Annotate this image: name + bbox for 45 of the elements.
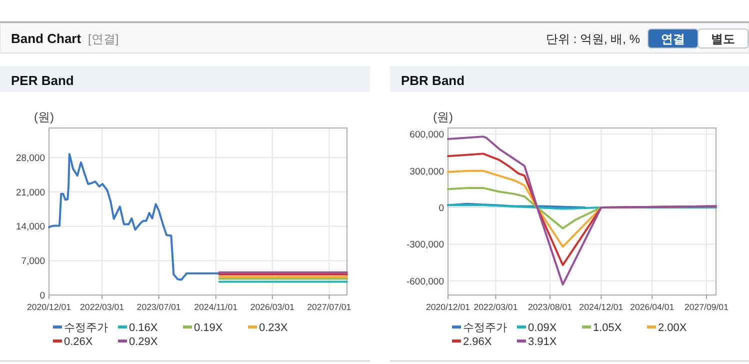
line-series xyxy=(48,153,220,281)
text: 단위 : 억원, 배, % xyxy=(546,32,640,46)
chart-title: PER Band xyxy=(11,73,74,88)
legend-label: 2.00X xyxy=(658,322,688,334)
text: Band Chart xyxy=(11,31,82,46)
x-tick-label: 2024/12/01 xyxy=(579,302,624,312)
line-series xyxy=(447,136,717,286)
x-tick-label: 2024/11/01 xyxy=(194,302,238,312)
x-tick-label: 2027/07/01 xyxy=(307,302,352,312)
y-axis-title: (원) xyxy=(433,110,453,124)
legend-label: 0.23X xyxy=(259,322,288,334)
legend-label: 0.19X xyxy=(194,322,224,334)
x-tick-label: 2022/03/01 xyxy=(474,302,518,312)
x-tick-label: 2027/09/01 xyxy=(684,302,729,312)
y-tick-label: 28,000 xyxy=(16,152,45,164)
y-tick-label: 14,000 xyxy=(16,222,45,233)
legend-label: 0.09X xyxy=(528,322,558,334)
x-tick-label: 2023/07/01 xyxy=(136,302,181,312)
legend-label: 0.26X xyxy=(64,336,94,348)
y-tick-label: 21,000 xyxy=(16,187,45,198)
y-tick-label: 600,000 xyxy=(410,130,444,141)
text: 연결 xyxy=(661,32,685,46)
legend-label: 수정주가 xyxy=(64,322,108,334)
x-tick-label: 2023/08/01 xyxy=(528,302,572,312)
x-tick-label: 2026/04/01 xyxy=(630,302,674,312)
x-tick-label: 2020/12/01 xyxy=(26,302,72,312)
y-axis-title: (원) xyxy=(34,110,54,124)
y-tick-label: 7,000 xyxy=(21,256,45,268)
y-tick-label: -600,000 xyxy=(406,276,444,288)
y-tick-label: 0 xyxy=(438,203,444,214)
text: 별도 xyxy=(711,32,735,46)
legend-label: 수정주가 xyxy=(463,322,507,334)
text: [연결] xyxy=(88,32,119,46)
legend-label: 0.16X xyxy=(129,322,158,334)
chart-title: PBR Band xyxy=(401,73,465,88)
legend-label: 3.91X xyxy=(528,336,558,348)
y-tick-label: -300,000 xyxy=(406,240,444,251)
x-tick-label: 2020/12/01 xyxy=(426,302,470,312)
y-tick-label: 0 xyxy=(40,290,45,302)
x-tick-label: 2022/03/01 xyxy=(80,302,124,312)
legend-label: 1.05X xyxy=(593,322,622,334)
legend-label: 2.96X xyxy=(463,336,492,348)
x-tick-label: 2026/03/01 xyxy=(250,302,295,312)
legend-label: 0.29X xyxy=(129,336,158,348)
y-tick-label: 300,000 xyxy=(410,166,444,178)
